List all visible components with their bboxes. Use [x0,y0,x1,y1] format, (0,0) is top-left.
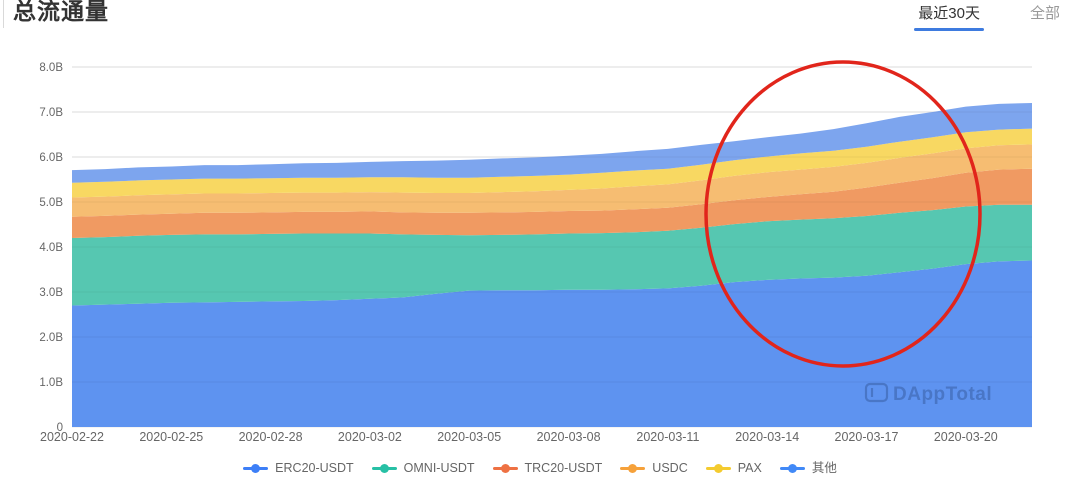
legend-dot [713,463,723,473]
y-tick-label: 7.0B [39,107,63,119]
legend-label: 其他 [811,461,837,475]
legend-item-TRC20-USDT[interactable]: TRC20-USDT [492,461,603,475]
watermark-text: DAppTotal [893,384,992,405]
legend-item-ERC20-USDT[interactable]: ERC20-USDT [243,461,354,475]
y-tick-label: 0 [57,422,63,434]
legend-label: ERC20-USDT [275,461,354,475]
page-title: 总流通量 [13,0,109,24]
y-axis-labels: 0 1.0B 2.0B 3.0B 4.0B 5.0B 6.0B 7.0B 8.0B [39,62,63,434]
time-range-tabs: 最近30天 全部 [914,0,1062,31]
area-其他 [72,103,1032,183]
x-tick-label: 2020-03-08 [537,430,601,444]
legend-item-其他[interactable]: 其他 [779,461,837,475]
y-tick-label: 8.0B [39,62,63,74]
legend-dot [787,463,797,473]
legend-item-PAX[interactable]: PAX [705,461,762,475]
y-tick-label: 2.0B [39,332,63,344]
red-circle-annotation [704,60,982,368]
legend-label: USDC [652,461,688,475]
legend-marker-icon [492,463,518,473]
tab-last-30-days[interactable]: 最近30天 [914,0,984,31]
tab-last-30-days-label: 最近30天 [918,5,980,22]
area-OMNI-USDT [72,204,1032,306]
x-tick-label: 2020-03-11 [636,430,699,444]
legend-dot [379,463,389,473]
legend-item-USDC[interactable]: USDC [620,461,688,475]
watermark-logo-icon [864,382,889,403]
area-USDC [72,144,1032,217]
legend-marker-icon [620,463,646,473]
legend-label: TRC20-USDT [524,461,603,475]
x-tick-label: 2020-03-02 [338,430,402,444]
legend-marker-icon [705,463,731,473]
x-tick-label: 2020-02-22 [40,430,104,444]
y-tick-label: 3.0B [39,287,63,299]
legend-label: PAX [737,461,762,475]
dapptotal-watermark: DAppTotal [864,382,992,405]
legend-marker-icon [371,463,397,473]
chart-legend: ERC20-USDT OMNI-USDT TRC20-USDT USDC PAX 其他 [0,461,1080,475]
x-tick-label: 2020-03-14 [735,430,799,444]
x-tick-label: 2020-03-20 [934,430,998,444]
legend-label: OMNI-USDT [403,461,475,475]
tab-all[interactable]: 全部 [1028,0,1062,31]
x-tick-label: 2020-03-17 [835,430,899,444]
x-tick-label: 2020-03-05 [437,430,501,444]
x-axis-labels: 2020-02-22 2020-02-25 2020-02-28 2020-03-02… [40,430,998,444]
x-tick-label: 2020-02-28 [239,430,303,444]
area-ERC20-USDT [72,260,1032,427]
area-TRC20-USDT [72,168,1032,238]
y-tick-label: 5.0B [39,197,63,209]
tab-all-label: 全部 [1029,5,1060,22]
legend-dot [500,463,510,473]
legend-dot [251,463,261,473]
panel-edge-divider [3,0,4,28]
area-PAX [72,128,1032,198]
y-tick-label: 4.0B [39,242,63,254]
legend-marker-icon [779,463,805,473]
y-tick-label: 6.0B [39,152,63,164]
legend-marker-icon [243,463,269,473]
y-tick-label: 1.0B [39,377,63,389]
legend-dot [628,463,638,473]
area-series [72,103,1032,427]
x-tick-label: 2020-02-25 [139,430,203,444]
active-tab-underline [914,28,984,31]
legend-item-OMNI-USDT[interactable]: OMNI-USDT [371,461,475,475]
